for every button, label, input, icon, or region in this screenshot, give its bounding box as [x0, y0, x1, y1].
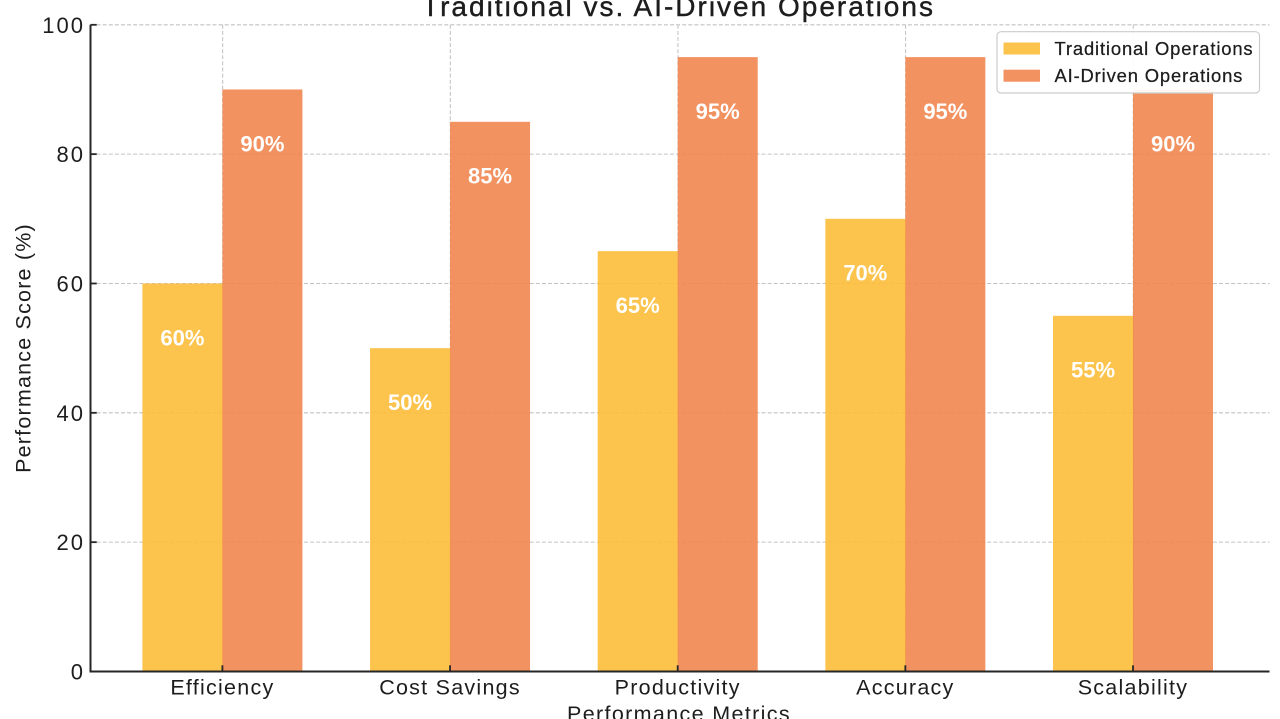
- svg-text:Traditional Operations: Traditional Operations: [1055, 38, 1254, 59]
- svg-text:65%: 65%: [616, 293, 660, 318]
- svg-text:95%: 95%: [923, 99, 967, 124]
- svg-text:Accuracy: Accuracy: [856, 676, 954, 700]
- svg-text:90%: 90%: [1151, 131, 1195, 156]
- svg-text:55%: 55%: [1071, 358, 1115, 383]
- svg-text:20: 20: [57, 530, 85, 555]
- svg-text:40: 40: [57, 401, 85, 426]
- svg-text:Productivity: Productivity: [615, 676, 741, 700]
- svg-text:Traditional vs. AI-Driven Oper: Traditional vs. AI-Driven Operations: [422, 0, 935, 22]
- svg-text:90%: 90%: [240, 131, 284, 156]
- svg-text:85%: 85%: [468, 164, 512, 189]
- svg-text:Efficiency: Efficiency: [170, 676, 274, 700]
- svg-text:95%: 95%: [696, 99, 740, 124]
- svg-text:Cost Savings: Cost Savings: [379, 676, 521, 700]
- svg-text:100: 100: [42, 13, 85, 38]
- svg-text:Performance Metrics: Performance Metrics: [567, 702, 791, 719]
- svg-text:60%: 60%: [160, 325, 204, 350]
- svg-text:80: 80: [57, 142, 85, 167]
- svg-text:Scalability: Scalability: [1078, 676, 1189, 700]
- svg-text:Performance Score (%): Performance Score (%): [12, 223, 36, 473]
- svg-text:50%: 50%: [388, 390, 432, 415]
- svg-text:0: 0: [71, 660, 85, 685]
- svg-text:AI-Driven Operations: AI-Driven Operations: [1055, 65, 1244, 86]
- svg-text:60: 60: [57, 271, 85, 296]
- svg-text:70%: 70%: [843, 261, 887, 286]
